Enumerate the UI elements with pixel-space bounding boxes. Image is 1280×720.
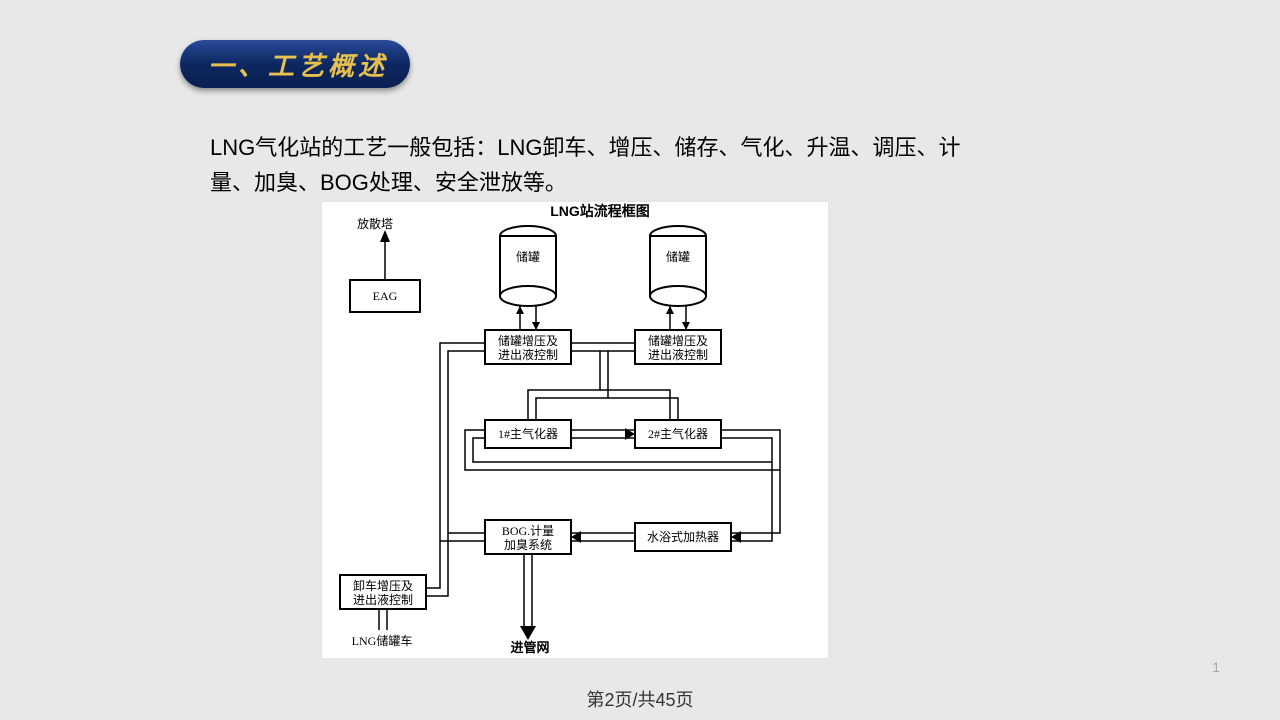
diagram-title: LNG站流程框图 xyxy=(550,203,650,219)
flow-diagram: LNG站流程框图 EAG 放散塔 储罐 储罐 xyxy=(320,200,830,660)
node-outlet-label: 进管网 xyxy=(510,640,549,655)
svg-text:加臭系统: 加臭系统 xyxy=(504,537,552,552)
node-vent-label: 放散塔 xyxy=(357,216,393,231)
svg-text:储罐: 储罐 xyxy=(516,249,540,264)
slide-number: 1 xyxy=(1212,659,1220,675)
body-paragraph: LNG气化站的工艺一般包括：LNG卸车、增压、储存、气化、升温、调压、计量、加臭… xyxy=(210,130,980,200)
svg-text:储罐增压及: 储罐增压及 xyxy=(648,333,708,348)
svg-text:进出液控制: 进出液控制 xyxy=(498,347,558,362)
node-truck-label: LNG储罐车 xyxy=(352,633,413,648)
svg-text:储罐增压及: 储罐增压及 xyxy=(498,333,558,348)
node-eag-label: EAG xyxy=(373,289,398,303)
svg-text:2#主气化器: 2#主气化器 xyxy=(648,426,708,441)
svg-text:进出液控制: 进出液控制 xyxy=(353,592,413,607)
section-title-pill: 一、工艺概述 xyxy=(180,40,410,88)
svg-text:1#主气化器: 1#主气化器 xyxy=(498,426,558,441)
page-footer: 第2页/共45页 xyxy=(0,686,1280,712)
svg-text:卸车增压及: 卸车增压及 xyxy=(353,578,413,593)
node-tank1: 储罐 xyxy=(500,226,556,306)
node-tank2: 储罐 xyxy=(650,226,706,306)
section-title-text: 一、工艺概述 xyxy=(208,46,388,83)
svg-text:进出液控制: 进出液控制 xyxy=(648,347,708,362)
svg-text:BOG.计量: BOG.计量 xyxy=(502,524,554,538)
svg-text:水浴式加热器: 水浴式加热器 xyxy=(647,530,719,544)
svg-text:储罐: 储罐 xyxy=(666,249,690,264)
flow-diagram-svg: LNG站流程框图 EAG 放散塔 储罐 储罐 xyxy=(320,200,830,660)
